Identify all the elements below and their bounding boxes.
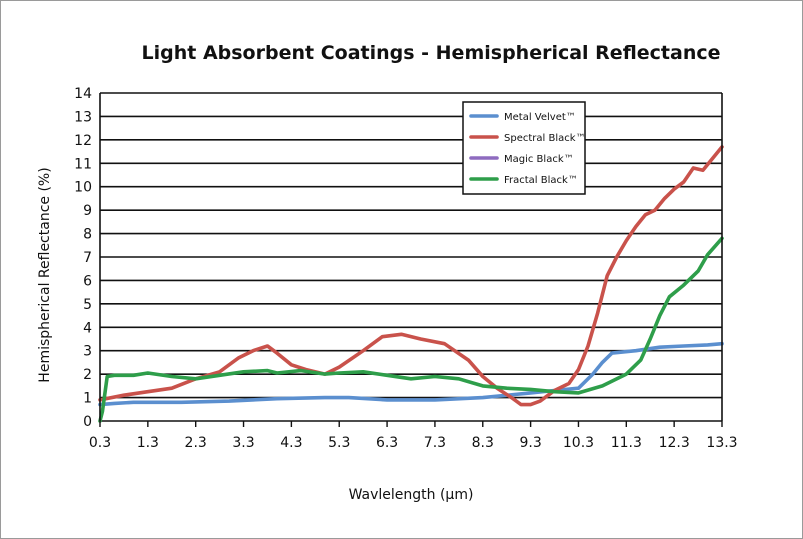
y-tick-label-5: 5 (83, 297, 92, 313)
x-tick-label-9.3: 9.3 (519, 435, 541, 451)
y-tick-label-13: 13 (74, 109, 92, 125)
x-tick-labels: 0.3 1.3 2.3 3.3 4.3 5.3 6.3 7.3 8.3 9.3 10.3 11.3 12… (89, 435, 738, 451)
y-tick-label-9: 9 (83, 203, 92, 219)
legend-label-4: Fractal Black™ (504, 175, 578, 186)
legend-items: Metal Velvet™ Spectral Black™ Magic Black™… (469, 112, 586, 186)
chart-title: Light Absorbent Coatings - Hemispherical… (142, 42, 721, 64)
axes (99, 93, 723, 427)
y-tick-label-2: 2 (83, 367, 92, 383)
x-tick-label-1.3: 1.3 (137, 435, 159, 451)
y-tick-label-11: 11 (74, 156, 92, 172)
y-tick-label-0: 0 (83, 414, 92, 430)
y-tick-label-12: 12 (74, 133, 92, 149)
x-tick-label-5.3: 5.3 (328, 435, 350, 451)
x-tick-label-6.3: 6.3 (376, 435, 398, 451)
grid (100, 92, 722, 422)
y-tick-label-6: 6 (83, 273, 92, 289)
y-tick-label-3: 3 (83, 344, 92, 360)
x-tick-label-2.3: 2.3 (185, 435, 207, 451)
y-tick-label-4: 4 (83, 320, 92, 336)
x-tick-label-4.3: 4.3 (280, 435, 302, 451)
series-line-2 (98, 145, 724, 407)
series-layer (98, 145, 724, 423)
legend: Metal Velvet™ Spectral Black™ Magic Black™… (462, 101, 586, 195)
y-tick-label-10: 10 (74, 180, 92, 196)
x-tick-label-8.3: 8.3 (472, 435, 494, 451)
x-tick-label-10.3: 10.3 (563, 435, 594, 451)
y-tick-label-7: 7 (83, 250, 92, 266)
x-axis-label: Wavlelength (μm) (349, 487, 474, 503)
legend-label-2: Spectral Black™ (504, 133, 586, 144)
legend-label-1: Metal Velvet™ (504, 112, 576, 123)
y-tick-label-1: 1 (83, 391, 92, 407)
y-tick-label-14: 14 (74, 86, 92, 102)
x-tick-label-12.3: 12.3 (659, 435, 690, 451)
x-tick-label-13.3: 13.3 (706, 435, 737, 451)
x-tick-label-3.3: 3.3 (232, 435, 254, 451)
x-tick-label-11.3: 11.3 (611, 435, 642, 451)
y-axis-label: Hemispherical Reflectance (%) (37, 167, 53, 382)
series-line-4 (98, 236, 724, 423)
x-tick-label-7.3: 7.3 (424, 435, 446, 451)
legend-label-3: Magic Black™ (504, 154, 574, 165)
x-tick-label-0.3: 0.3 (89, 435, 111, 451)
y-tick-label-8: 8 (83, 227, 92, 243)
